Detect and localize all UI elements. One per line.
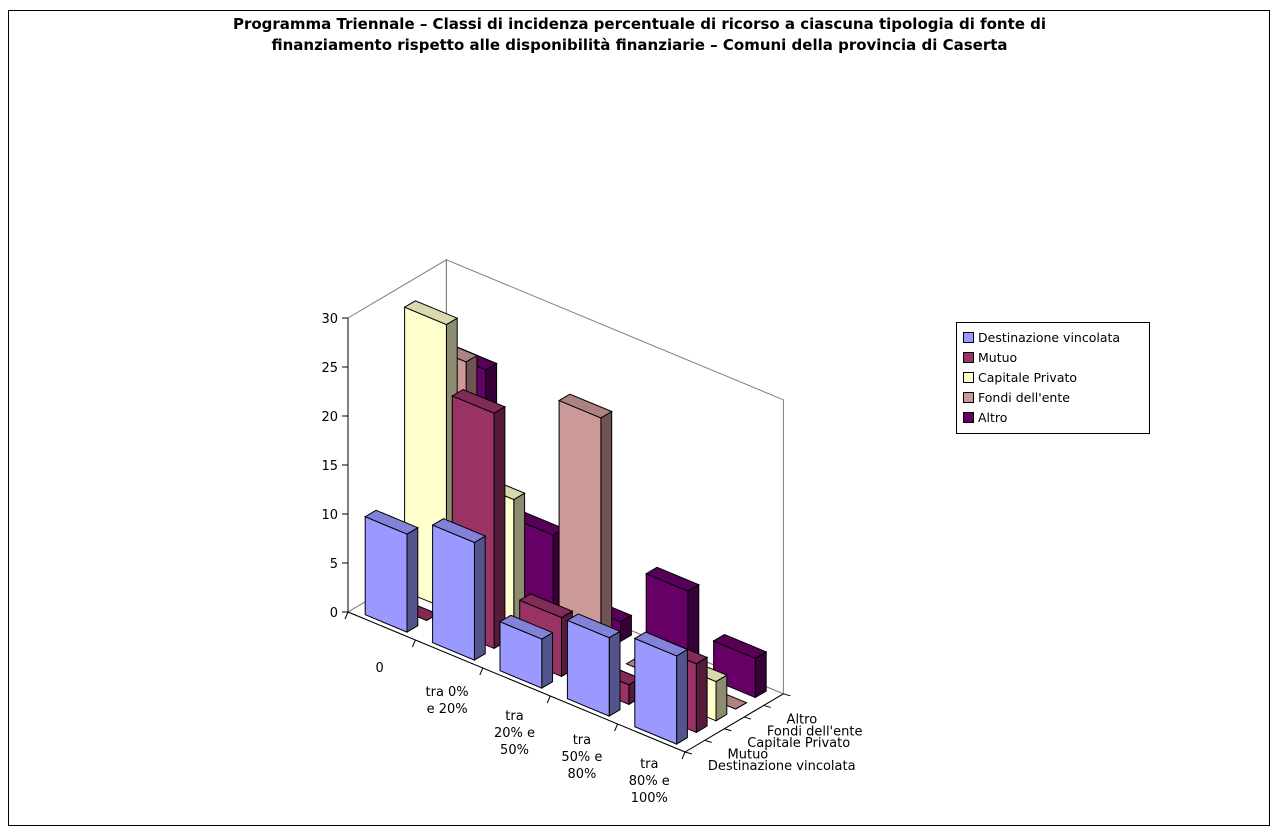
series-tick-mark: [724, 728, 732, 732]
bar: [557, 393, 613, 654]
x-tick-mark: [681, 751, 686, 760]
x-tick-label-line: tra: [573, 733, 591, 748]
chart-title: Programma Triennale – Classi di incidenz…: [0, 14, 1279, 56]
x-tick-label: tra 50% e 80%: [561, 733, 602, 782]
legend-item-altro: Altro: [963, 407, 1143, 427]
x-tick-mark: [479, 667, 484, 676]
chart-title-line-2: finanziamento rispetto alle disponibilit…: [271, 36, 1008, 54]
legend-swatch-capitale-privato: [963, 371, 974, 383]
legend-item-capitale-privato: Capitale Privato: [963, 367, 1143, 387]
legend-item-destinazione-vincolata: Destinazione vincolata: [963, 327, 1143, 347]
bar-side-face: [600, 410, 613, 654]
bar-side-face: [406, 526, 419, 633]
bar-top-face: [566, 613, 622, 639]
legend-label-destinazione-vincolata: Destinazione vincolata: [978, 329, 1121, 345]
legend-label-mutuo: Mutuo: [978, 349, 1018, 365]
bar-side-face: [754, 651, 767, 699]
bar-top-face: [518, 593, 574, 619]
bar-front-face: [432, 524, 475, 661]
z-axis: 0 5 10 15 20 25 30: [321, 312, 349, 621]
series-tick-mark: [704, 739, 712, 743]
x-tick-label: tra 80% e 100%: [629, 757, 670, 806]
x-tick-label-line: 80% e: [629, 774, 670, 789]
z-tick-label: 10: [321, 508, 338, 523]
bar-front-face: [634, 637, 678, 745]
legend: Destinazione vincolata Mutuo Capitale Pr…: [956, 322, 1150, 434]
x-tick-mark: [546, 695, 551, 704]
bar-top-face: [557, 393, 613, 419]
series-tick-label: Altro: [787, 713, 818, 728]
bar-top-face: [498, 614, 554, 640]
bar-top-face: [403, 300, 459, 326]
z-tick-label: 25: [321, 361, 338, 376]
bar-front-face: [364, 515, 408, 633]
legend-label-capitale-privato: Capitale Privato: [978, 369, 1078, 385]
bar-side-face: [541, 631, 554, 689]
series-axis-line: [684, 693, 784, 753]
x-tick-mark: [344, 611, 349, 620]
x-tick-label: tra 0% e 20%: [426, 685, 469, 717]
legend-label-altro: Altro: [978, 409, 1008, 425]
x-tick-label-line: tra: [505, 709, 523, 724]
x-tick-label-line: 50%: [500, 743, 529, 758]
bar-side-face: [715, 674, 728, 722]
series-tick-label: Capitale Privato: [747, 736, 850, 751]
x-tick-mark: [411, 639, 416, 648]
bar-side-face: [608, 630, 621, 717]
legend-item-fondi-dell-ente: Fondi dell'ente: [963, 387, 1143, 407]
series-tick-label: Fondi dell'ente: [767, 724, 863, 739]
x-tick-label-line: 80%: [567, 767, 596, 782]
bar-top-face: [451, 388, 507, 414]
legend-swatch-destinazione-vincolata: [963, 331, 974, 343]
bar: [364, 509, 419, 633]
legend-item-mutuo: Mutuo: [963, 347, 1143, 367]
bars: [364, 300, 768, 745]
bar-top-face: [712, 633, 768, 659]
z-tick-label: 15: [321, 459, 338, 474]
bar: [431, 518, 487, 661]
x-tick-label: tra 20% e 50%: [494, 709, 535, 758]
series-tick-mark: [743, 716, 752, 720]
bar: [633, 631, 689, 745]
x-tick-label-line: 50% e: [561, 750, 602, 765]
x-tick-mark: [614, 723, 619, 732]
series-tick-mark: [783, 693, 791, 697]
x-tick-label-line: 20% e: [494, 726, 535, 741]
z-tick-label: 0: [330, 606, 338, 621]
bar-side-face: [493, 405, 506, 650]
series-tick-label: Mutuo: [728, 748, 769, 763]
legend-swatch-fondi-dell-ente: [963, 391, 974, 403]
series-tick-mark: [763, 704, 771, 708]
bar-top-face: [633, 631, 689, 657]
z-tick-label: 30: [321, 312, 338, 327]
x-tick-label-line: tra: [640, 757, 658, 772]
z-tick-label: 5: [330, 557, 338, 572]
legend-swatch-mutuo: [963, 351, 974, 363]
x-tick-label-line: e 20%: [427, 702, 468, 717]
x-tick-label-line: 0: [376, 661, 384, 676]
bar-side-face: [676, 648, 688, 745]
bar-top-face: [645, 566, 700, 592]
x-axis: 0 tra 0% e 20% tra 20% e 50% tra 50% e 80% tra 80%…: [344, 611, 686, 806]
bar: [566, 613, 622, 717]
bar: [498, 614, 554, 689]
x-axis-line: [347, 611, 686, 753]
bar-side-face: [473, 535, 486, 661]
series-tick-label: Destinazione vincolata: [708, 759, 856, 774]
x-tick-label-line: 100%: [631, 791, 668, 806]
legend-swatch-altro: [963, 411, 974, 423]
bar-side-face: [695, 656, 708, 734]
legend-label-fondi-dell-ente: Fondi dell'ente: [978, 389, 1070, 405]
bar-top-face: [364, 509, 419, 535]
series-tick-mark: [684, 751, 693, 755]
x-tick-label: 0: [376, 661, 384, 676]
z-tick-label: 20: [321, 410, 338, 425]
bar-top-face: [431, 518, 487, 544]
chart-title-line-1: Programma Triennale – Classi di incidenz…: [232, 15, 1047, 33]
x-tick-label-line: tra 0%: [426, 685, 469, 700]
